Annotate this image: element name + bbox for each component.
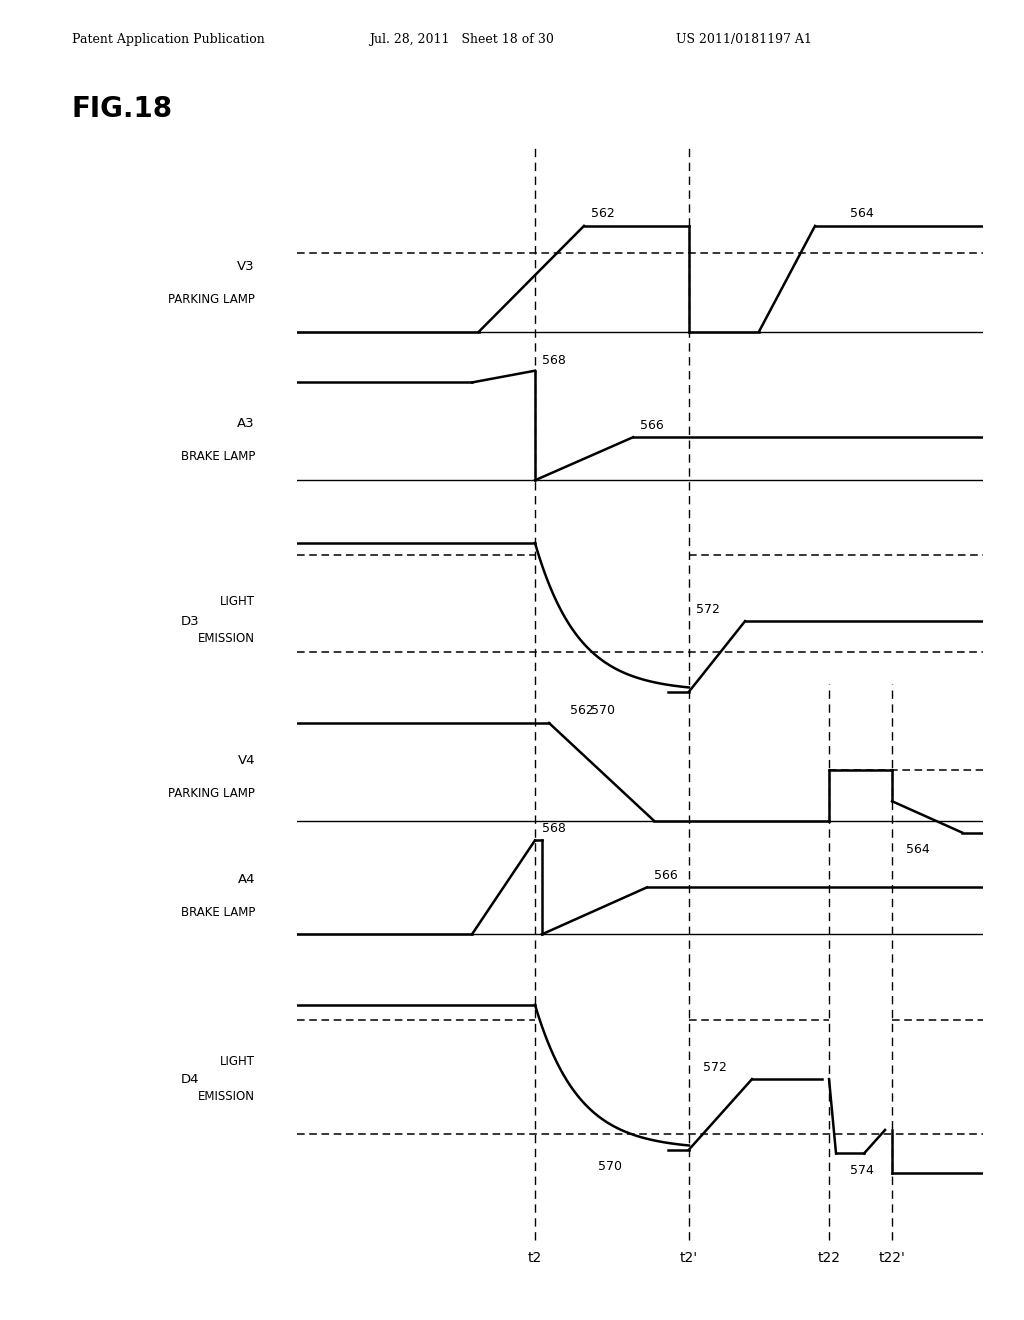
Text: FIG.18: FIG.18 bbox=[72, 95, 173, 123]
Text: 566: 566 bbox=[640, 418, 664, 432]
Text: LIGHT: LIGHT bbox=[220, 595, 255, 609]
Text: Jul. 28, 2011   Sheet 18 of 30: Jul. 28, 2011 Sheet 18 of 30 bbox=[369, 33, 554, 46]
Text: 564: 564 bbox=[850, 207, 873, 220]
Text: 564: 564 bbox=[906, 843, 930, 855]
Text: US 2011/0181197 A1: US 2011/0181197 A1 bbox=[676, 33, 812, 46]
Text: Patent Application Publication: Patent Application Publication bbox=[72, 33, 264, 46]
Text: t22': t22' bbox=[879, 1251, 905, 1266]
Text: A4: A4 bbox=[238, 873, 255, 886]
Text: D4: D4 bbox=[180, 1073, 199, 1085]
Text: EMISSION: EMISSION bbox=[198, 632, 255, 645]
Text: BRAKE LAMP: BRAKE LAMP bbox=[180, 450, 255, 463]
Text: 572: 572 bbox=[696, 603, 720, 615]
Text: 568: 568 bbox=[542, 822, 566, 834]
Text: t2': t2' bbox=[680, 1251, 698, 1266]
Text: t22: t22 bbox=[817, 1251, 841, 1266]
Text: D3: D3 bbox=[180, 615, 199, 628]
Text: t2: t2 bbox=[527, 1251, 542, 1266]
Text: 566: 566 bbox=[654, 869, 678, 882]
Text: V4: V4 bbox=[238, 754, 255, 767]
Text: EMISSION: EMISSION bbox=[198, 1090, 255, 1102]
Text: 570: 570 bbox=[591, 704, 615, 717]
Text: 568: 568 bbox=[542, 354, 566, 367]
Text: PARKING LAMP: PARKING LAMP bbox=[168, 293, 255, 306]
Text: 572: 572 bbox=[703, 1061, 727, 1073]
Text: V3: V3 bbox=[238, 260, 255, 273]
Text: 562: 562 bbox=[591, 207, 614, 220]
Text: A3: A3 bbox=[238, 417, 255, 430]
Text: LIGHT: LIGHT bbox=[220, 1056, 255, 1068]
Text: 562: 562 bbox=[570, 705, 594, 718]
Text: 574: 574 bbox=[850, 1164, 873, 1177]
Text: 570: 570 bbox=[598, 1160, 622, 1173]
Text: PARKING LAMP: PARKING LAMP bbox=[168, 787, 255, 800]
Text: BRAKE LAMP: BRAKE LAMP bbox=[180, 906, 255, 919]
